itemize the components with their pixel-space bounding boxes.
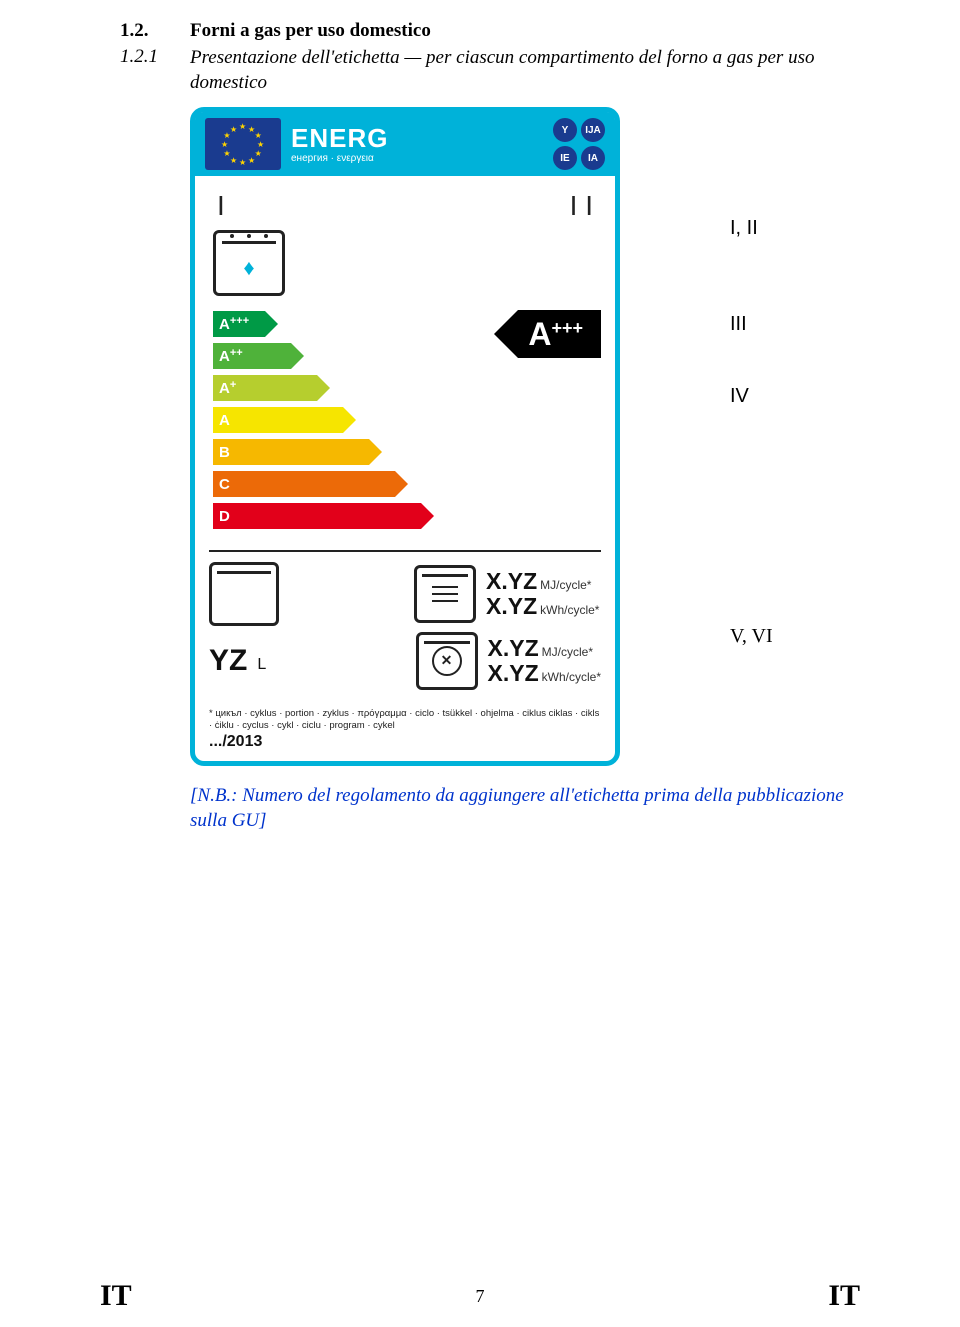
annotation-2: III [730, 313, 747, 336]
flame-icon: ♦ [243, 255, 254, 281]
mode2-kwh-unit: kWh/cycle* [542, 670, 601, 684]
gas-oven-icon: ♦ [213, 230, 285, 296]
label-area: I, II III IV V, VI ★★★★★★★★★★★★ ENERG ен… [190, 107, 870, 766]
footer-page: 7 [476, 1286, 485, 1307]
subheading-text: Presentazione dell'etichetta — per ciasc… [190, 46, 830, 95]
rating-arrow: A++ [213, 343, 291, 369]
supplier-model-row: I I I [195, 176, 615, 230]
rating-arrow: A [213, 407, 343, 433]
eu-flag-icon: ★★★★★★★★★★★★ [205, 118, 281, 170]
footer-left: IT [100, 1279, 132, 1313]
mode-fan-icon [416, 632, 478, 690]
volume-row: X.YZMJ/cycle* X.YZkWh/cycle* [209, 562, 601, 626]
appliance-icon-row: ♦ [195, 230, 615, 296]
section-heading: 1.2. Forni a gas per uso domestico [120, 20, 870, 42]
mode2-kwh: X.YZ [488, 660, 539, 686]
marker-plus: +++ [551, 318, 583, 339]
mode1-mj: X.YZ [486, 568, 537, 594]
mode1-mj-unit: MJ/cycle* [540, 578, 591, 592]
marker-grade: A [528, 316, 551, 353]
footer-right: IT [828, 1279, 860, 1313]
lang-suffix-circle: IE [553, 146, 577, 170]
energ-title-block: ENERG енергия · ενεργεια [291, 125, 547, 164]
regulation-number: .../2013 [195, 733, 615, 761]
rating-arrow: D [213, 503, 421, 529]
mode2-values: X.YZMJ/cycle* X.YZkWh/cycle* [488, 636, 601, 687]
rating-arrow: C [213, 471, 395, 497]
heading-text: Forni a gas per uso domestico [190, 20, 431, 42]
divider [209, 550, 601, 552]
volume-value-block: YZ L [209, 644, 283, 678]
mode2-mj: X.YZ [488, 635, 539, 661]
mode2-row: YZ L X.YZMJ/cycle* X.YZkWh/cycle* [209, 632, 601, 690]
energy-label: ★★★★★★★★★★★★ ENERG енергия · ενεργεια YI… [190, 107, 620, 766]
lang-suffix-circle: Y [553, 118, 577, 142]
page-footer: IT 7 IT [0, 1279, 960, 1313]
model-placeholder: I I [570, 190, 593, 222]
lang-suffix-grid: YIJAIEIA [553, 118, 605, 170]
consumption-area: X.YZMJ/cycle* X.YZkWh/cycle* YZ L [195, 560, 615, 702]
energ-title: ENERG [291, 125, 547, 151]
label-header: ★★★★★★★★★★★★ ENERG енергия · ενεργεια YI… [195, 112, 615, 176]
editor-note: [N.B.: Numero del regolamento da aggiung… [190, 784, 870, 833]
heading-number: 1.2. [120, 20, 190, 42]
oven-cavity-icon [209, 562, 279, 626]
mode1-kwh-unit: kWh/cycle* [540, 603, 599, 617]
annotation-3: IV [730, 385, 749, 408]
mode2-mj-unit: MJ/cycle* [542, 645, 593, 659]
lang-suffix-circle: IA [581, 146, 605, 170]
mode1-kwh: X.YZ [486, 593, 537, 619]
rating-arrow: A+++ [213, 311, 265, 337]
subheading-number: 1.2.1 [120, 46, 190, 95]
lang-suffix-circle: IJA [581, 118, 605, 142]
rating-scale: A+++ A+++A++A+ABCD [195, 296, 615, 542]
section-subheading: 1.2.1 Presentazione dell'etichetta — per… [120, 46, 870, 95]
annotation-1: I, II [730, 217, 758, 240]
annotation-4: V, VI [730, 625, 773, 648]
volume-unit: L [257, 656, 266, 674]
supplier-placeholder: I [217, 190, 225, 222]
rating-arrow: A+ [213, 375, 317, 401]
volume-value: YZ [209, 644, 247, 678]
class-marker: A+++ [518, 310, 601, 358]
energ-subtitle: енергия · ενεργεια [291, 153, 547, 164]
rating-arrow: B [213, 439, 369, 465]
mode-radiant-icon [414, 565, 476, 623]
cycle-footnote: * цикъл · cyklus · portion · zyklus · πρ… [195, 702, 615, 733]
mode1-values: X.YZMJ/cycle* X.YZkWh/cycle* [486, 569, 601, 620]
